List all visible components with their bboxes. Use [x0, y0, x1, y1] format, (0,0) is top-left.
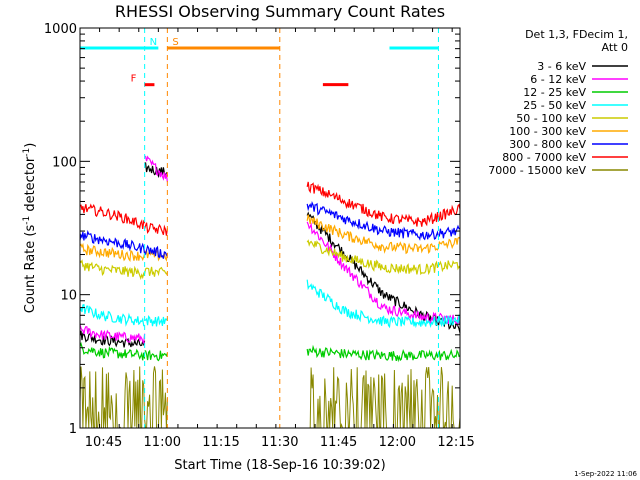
series-50-100-kev: [79, 239, 461, 280]
series-line: [306, 214, 461, 255]
x-tick-label: 10:45: [85, 435, 122, 450]
series-25-50-kev: [79, 279, 461, 329]
x-tick-label: 11:30: [261, 435, 298, 450]
y-tick-label: 10: [60, 289, 77, 304]
series-line: [79, 242, 146, 262]
series-line: [307, 366, 461, 429]
series-line: [79, 303, 145, 327]
legend-entry-label: 300 - 800 keV: [509, 138, 586, 151]
legend-entry-label: 6 - 12 keV: [530, 73, 586, 86]
flag-label-n: N: [150, 37, 157, 48]
series-line: [79, 366, 146, 429]
series-7000-15000-kev: [79, 366, 461, 429]
footer-timestamp: 1-Sep-2022 11:06: [574, 470, 637, 478]
series-line: [306, 221, 461, 327]
flag-label-f: F: [131, 74, 137, 85]
x-tick-label: 11:15: [202, 435, 239, 450]
x-tick-label: 12:15: [437, 435, 474, 450]
series-12-25-kev: [79, 341, 461, 363]
series-line: [306, 279, 461, 329]
series-6-12-kev: [79, 155, 461, 344]
x-tick-label: 11:00: [144, 435, 181, 450]
legend-entry-label: 50 - 100 keV: [516, 112, 586, 125]
series-line: [306, 181, 461, 227]
series-line: [144, 244, 168, 259]
series-line: [144, 349, 168, 362]
flag-bars: N F S: [80, 37, 439, 87]
series-line: [79, 259, 146, 280]
x-axis-label: Start Time (18-Sep-16 10:39:02): [174, 458, 385, 473]
legend-entry-label: 800 - 7000 keV: [502, 151, 586, 164]
x-tick-label: 12:00: [379, 435, 416, 450]
legend-entry-label: 12 - 25 keV: [523, 86, 586, 99]
legend-entry-label: 100 - 300 keV: [509, 125, 586, 138]
series-line: [144, 366, 168, 429]
series-line: [144, 222, 168, 236]
series-line: [144, 315, 168, 327]
y-axis-label: Count Rate (s-1 detector-1): [22, 143, 38, 314]
legend-entry-label: 3 - 6 keV: [537, 60, 586, 73]
y-tick-label: 1: [69, 422, 77, 437]
legend-entry-label: 25 - 50 keV: [523, 99, 586, 112]
series-800-7000-kev: [79, 181, 461, 236]
chart-title: RHESSI Observing Summary Count Rates: [115, 2, 445, 21]
series-line: [79, 203, 146, 230]
series-line: [79, 341, 146, 361]
x-tick-label: 11:45: [320, 435, 357, 450]
series-line: [306, 239, 461, 276]
plot-area: [79, 155, 461, 429]
legend-entry-label: 7000 - 15000 keV: [488, 164, 586, 177]
series-line: [144, 266, 168, 277]
y-tick-label: 1000: [44, 22, 77, 37]
flag-label-s: S: [172, 37, 178, 48]
series-line: [79, 229, 146, 255]
y-tick-label: 100: [52, 155, 77, 170]
boundary-lines: [144, 28, 439, 428]
plot-frame: [79, 27, 461, 429]
series-line: [79, 324, 146, 344]
series-line: [306, 200, 461, 241]
series-300-800-kev: [79, 200, 461, 259]
legend-header-2: Att 0: [602, 41, 628, 54]
series-line: [306, 344, 461, 363]
series-line: [144, 155, 168, 183]
legend-header-1: Det 1,3, FDecim 1,: [525, 28, 628, 41]
axes: 10:45 11:00 11:15 11:30 11:45 12:00 12:15 1 10 10…: [44, 22, 475, 450]
